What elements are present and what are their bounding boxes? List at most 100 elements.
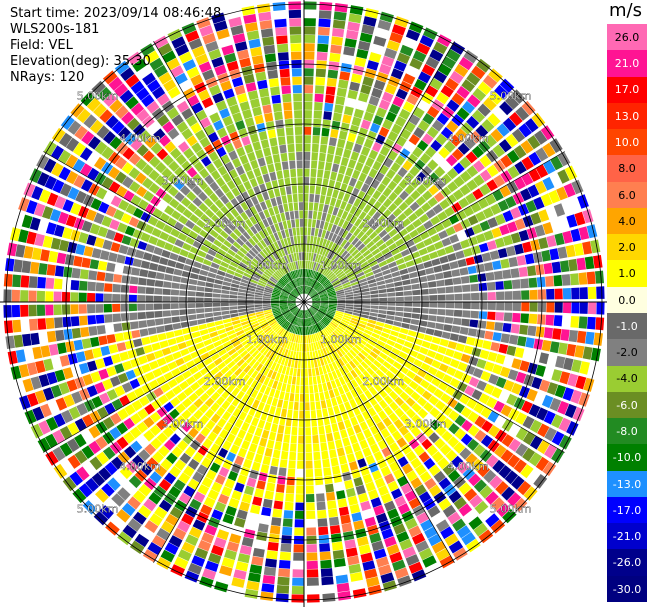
range-gate-cell: [506, 149, 520, 164]
range-gate-cell: [228, 265, 237, 272]
range-gate-cell: [311, 296, 320, 300]
range-gate-cell: [295, 219, 300, 228]
range-gate-cell: [519, 360, 530, 372]
range-gate-cell: [158, 445, 170, 457]
range-gate-cell: [5, 258, 15, 272]
range-gate-cell: [212, 293, 221, 298]
range-gate-cell: [204, 408, 215, 419]
range-gate-cell: [276, 315, 284, 322]
range-gate-cell: [106, 366, 117, 377]
range-gate-cell: [387, 302, 396, 306]
range-gate-cell: [408, 497, 421, 510]
range-gate-cell: [262, 455, 271, 466]
range-gate-cell: [530, 212, 542, 225]
range-gate-cell: [587, 316, 596, 330]
range-gate-cell: [154, 287, 163, 295]
range-gate-cell: [290, 435, 297, 444]
range-gate-cell: [210, 353, 220, 361]
range-gate-cell: [306, 552, 318, 561]
range-gate-cell: [224, 142, 235, 153]
range-gate-cell: [468, 516, 483, 530]
range-gate-cell: [363, 428, 373, 439]
range-gate-cell: [248, 347, 257, 355]
range-gate-cell: [363, 111, 374, 122]
range-gate-cell: [179, 315, 189, 322]
range-gate-cell: [353, 424, 362, 434]
range-gate-cell: [334, 216, 341, 226]
range-gate-cell: [283, 311, 291, 317]
range-gate-cell: [357, 154, 367, 164]
range-gate-cell: [329, 415, 337, 424]
range-gate-cell: [207, 489, 219, 501]
range-gate-cell: [361, 308, 371, 312]
range-gate-cell: [329, 214, 336, 224]
range-gate-cell: [258, 230, 266, 239]
range-gate-cell: [344, 267, 353, 275]
range-gate-cell: [289, 262, 294, 271]
range-gate-cell: [191, 142, 203, 154]
range-gate-cell: [231, 279, 241, 285]
range-gate-cell: [354, 268, 363, 275]
range-gate-cell: [348, 195, 356, 205]
range-gate-cell: [388, 335, 398, 342]
range-gate-cell: [595, 270, 604, 284]
range-gate-cell: [414, 78, 427, 91]
range-gate-cell: [441, 237, 452, 247]
range-gate-cell: [270, 321, 278, 329]
range-gate-cell: [186, 179, 197, 190]
range-gate-cell: [317, 311, 324, 318]
range-gate-cell: [338, 358, 345, 367]
range-gate-cell: [551, 261, 562, 274]
range-gate-cell: [279, 297, 288, 300]
range-gate-cell: [280, 543, 292, 553]
range-gate-cell: [343, 241, 351, 250]
range-gate-cell: [439, 255, 449, 264]
range-gate-cell: [200, 213, 210, 224]
range-gate-cell: [357, 364, 366, 373]
range-gate-cell: [529, 289, 538, 300]
range-gate-cell: [456, 461, 470, 474]
range-gate-cell: [300, 277, 303, 286]
range-gate-cell: [449, 261, 459, 270]
range-gate-cell: [153, 64, 168, 78]
range-gate-cell: [217, 248, 227, 256]
range-gate-cell: [320, 298, 329, 301]
range-ring-label: 4.00km: [447, 132, 489, 145]
range-gate-cell: [574, 345, 585, 359]
range-gate-cell: [465, 538, 481, 553]
range-gate-cell: [319, 293, 328, 297]
range-gate-cell: [263, 337, 271, 346]
range-gate-cell: [328, 261, 335, 270]
range-gate-cell: [356, 325, 365, 332]
range-gate-cell: [399, 328, 409, 335]
range-gate-cell: [418, 276, 428, 283]
range-gate-cell: [11, 289, 20, 302]
range-gate-cell: [312, 280, 318, 288]
range-gate-cell: [365, 481, 376, 492]
range-gate-cell: [120, 294, 129, 302]
range-gate-cell: [345, 222, 354, 232]
range-gate-cell: [42, 235, 53, 249]
range-gate-cell: [555, 355, 566, 369]
range-gate-cell: [182, 242, 192, 251]
range-gate-cell: [205, 469, 217, 481]
range-gate-cell: [232, 407, 242, 418]
range-gate-cell: [319, 340, 325, 349]
range-gate-cell: [299, 310, 303, 318]
range-gate-cell: [249, 469, 259, 480]
range-gate-cell: [138, 130, 152, 143]
range-gate-cell: [151, 86, 166, 100]
range-gate-cell: [321, 186, 328, 196]
range-gate-cell: [332, 279, 340, 285]
range-gate-cell: [258, 319, 267, 325]
range-gate-cell: [354, 344, 363, 352]
range-gate-cell: [304, 385, 309, 394]
range-gate-cell: [421, 302, 429, 308]
range-gate-cell: [277, 399, 284, 408]
range-gate-cell: [552, 328, 562, 340]
range-gate-cell: [188, 427, 199, 439]
range-gate-cell: [331, 465, 341, 475]
range-gate-cell: [356, 431, 366, 442]
range-gate-cell: [217, 361, 226, 371]
range-gate-cell: [315, 323, 321, 332]
